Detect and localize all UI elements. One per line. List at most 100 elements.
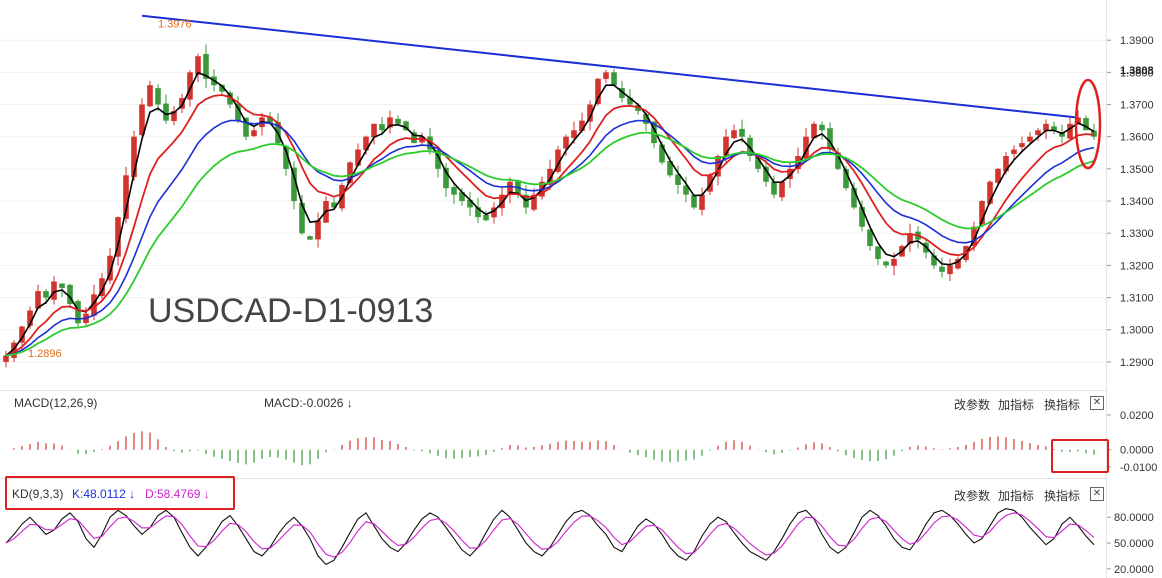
candle-down [763,166,769,182]
candle-down [659,144,665,163]
candle-down [667,160,673,176]
macd-histogram [13,431,1095,466]
candle-down [683,185,689,195]
price-tick-label: 1.3500 [1120,164,1154,176]
candle-up [779,181,785,198]
candle-down [883,261,889,266]
macd-tick-label: -0.0100 [1120,462,1157,474]
candle-up [419,136,425,143]
kd-swap-indicator-button[interactable]: 换指标 [1044,489,1081,503]
candle-up [547,168,553,185]
candle-down [843,168,849,189]
candle-up [139,104,145,136]
candle-down [331,202,337,208]
candle-down [283,146,289,169]
macd-add-indicator-button[interactable]: 加指标 [998,398,1035,412]
candle-down [875,246,881,259]
candle-up [3,355,9,362]
candle-up [971,226,977,247]
candle-up [1035,130,1041,135]
ma-line-blue [5,119,1095,357]
candle-down [771,181,777,195]
candle-up [91,294,97,316]
candle-down [827,128,833,150]
candle-down [1083,118,1089,131]
candle-up [811,123,817,139]
candle-up [123,175,129,219]
kd-axis: 80.0000 50.0000 20.0000 [1106,512,1154,576]
kd-add-indicator-button[interactable]: 加指标 [998,489,1035,503]
candle-down [155,88,161,105]
kd-lines [5,508,1095,566]
price-axis: 1.3900 1.3800 1.3700 1.3600 1.3500 1.3400 1.33… [1106,35,1154,369]
current-price-label: 1.3808 [1120,65,1154,77]
candle-down [755,155,761,169]
candle-down [443,167,449,189]
candle-down [635,105,641,111]
price-highlight-ellipse [1074,78,1102,170]
macd-params-button[interactable]: 改参数 [954,398,991,412]
candle-up [587,104,593,122]
candle-down [475,207,481,218]
candle-up [603,72,609,79]
macd-close-button[interactable]: ✕ [1090,396,1104,410]
candle-down [307,236,313,240]
price-tick-label: 1.3300 [1120,228,1154,240]
candle-up [955,258,961,269]
macd-swap-indicator-button[interactable]: 换指标 [1044,398,1081,412]
kd-close-button[interactable]: ✕ [1090,487,1104,501]
kd-highlight-box [5,476,235,510]
candle-up [995,168,1001,183]
low-price-label: 1.2896 [28,348,62,360]
candle-up [491,207,497,218]
candle-up [195,56,201,75]
candle-up [731,130,737,139]
macd-tick-label: 0.0200 [1120,410,1154,422]
candle-up [987,181,993,204]
candle-down [59,283,65,288]
candle-up [563,136,569,149]
price-tick-label: 1.3700 [1120,100,1154,112]
kd-params-button[interactable]: 改参数 [954,489,991,503]
candle-up [179,98,185,109]
candle-down [291,167,297,202]
kd-d-value: D:58.4769 ↓ [145,487,210,501]
moving-average-lines [5,71,1095,357]
macd-label: MACD(12,26,9) [14,396,98,410]
price-tick-label: 1.3200 [1120,260,1154,272]
candle-up [171,110,177,122]
candle-up [907,233,913,244]
price-tick-label: 1.3000 [1120,325,1154,337]
macd-tick-label: 0.0000 [1120,445,1154,457]
candle-up [979,201,985,224]
ma-line-mid [5,94,1095,357]
annotations [1074,78,1102,170]
candle-down [459,192,465,202]
candle-down [267,116,273,124]
candle-down [219,84,225,92]
candle-up [107,255,113,281]
candle-down [451,187,457,195]
candle-up [11,342,17,358]
macd-highlight-box [1051,439,1109,473]
candle-down [243,117,249,137]
candle-up [1003,156,1009,172]
candle-up [1027,136,1033,142]
macd-value: MACD:-0.0026 ↓ [264,396,353,410]
candle-down [675,174,681,185]
candle-down [835,152,841,169]
candle-down [403,121,409,131]
candle-down [43,291,49,298]
candle-down [467,199,473,208]
candle-down [691,195,697,208]
price-tick-label: 1.3600 [1120,132,1154,144]
candle-down [299,202,305,234]
candle-down [939,266,945,272]
candle-down [739,128,745,137]
candle-down [819,124,825,131]
candle-up [1075,117,1081,125]
candle-up [1011,149,1017,154]
candle-up [947,265,953,275]
price-tick-label: 1.3100 [1120,293,1154,305]
